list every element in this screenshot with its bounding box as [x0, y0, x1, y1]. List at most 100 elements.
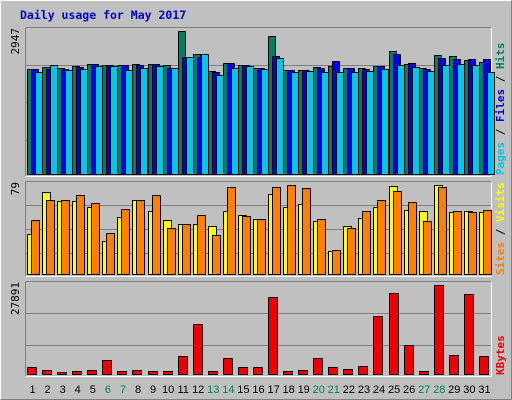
x-tick-day-3: 3: [60, 384, 66, 396]
series-kbytes: [27, 285, 489, 375]
bar-pages-day-20: [321, 72, 329, 175]
bar-pages-day-19: [306, 71, 314, 175]
bar-sites-day-31: [483, 210, 492, 275]
bar-kbytes-day-26: [404, 345, 414, 375]
bar-pages-day-18: [291, 72, 299, 175]
bar-kbytes-day-14: [223, 358, 233, 375]
x-tick-day-30: 30: [463, 384, 475, 396]
x-tick-day-6: 6: [105, 384, 111, 396]
bar-pages-day-21: [336, 72, 344, 175]
bar-pages-day-9: [156, 66, 164, 175]
bar-sites-day-11: [182, 224, 191, 275]
bar-pages-day-6: [110, 66, 118, 175]
bar-kbytes-day-17: [268, 297, 278, 375]
x-tick-day-18: 18: [282, 384, 294, 396]
bar-kbytes-day-12: [193, 324, 203, 375]
y-max-label-kbytes: 27891: [9, 282, 22, 315]
bar-pages-day-5: [95, 66, 103, 175]
bar-kbytes-day-20: [313, 358, 323, 375]
bar-sites-day-26: [408, 202, 417, 275]
series-pages: [35, 54, 495, 175]
bar-sites-day-10: [167, 228, 176, 275]
bar-pages-day-13: [216, 75, 224, 175]
bar-pages-day-16: [261, 69, 269, 175]
x-tick-day-31: 31: [478, 384, 490, 396]
bar-pages-day-2: [50, 65, 58, 175]
bar-kbytes-day-23: [358, 366, 368, 375]
bar-sites-day-8: [136, 200, 145, 275]
bar-sites-day-13: [212, 235, 221, 275]
x-tick-day-2: 2: [45, 384, 51, 396]
panel-hits-files-pages: 2947 Pages / Files / Hits: [9, 27, 507, 177]
bar-pages-day-11: [186, 57, 194, 175]
x-tick-day-25: 25: [388, 384, 400, 396]
legend-entry: Visits: [494, 182, 507, 228]
chart-title: Daily usage for May 2017: [20, 8, 186, 22]
x-tick-day-7: 7: [120, 384, 126, 396]
bar-sites-day-12: [197, 215, 206, 275]
bar-pages-day-29: [457, 64, 465, 175]
bar-pages-day-27: [427, 71, 435, 175]
legend-kbytes: KBytes: [494, 335, 507, 375]
bar-pages-day-26: [412, 67, 420, 175]
bar-sites-day-15: [242, 216, 251, 275]
legend-entry: Hits: [494, 43, 507, 76]
bar-pages-day-15: [246, 66, 254, 175]
x-tick-day-23: 23: [358, 384, 370, 396]
bar-kbytes-day-16: [253, 367, 263, 375]
x-tick-day-8: 8: [135, 384, 141, 396]
legend-visits-sites: Sites / Visits: [494, 182, 507, 275]
bar-kbytes-day-31: [479, 356, 489, 375]
panel-kbytes: 27891 KBytes: [9, 281, 507, 377]
bar-sites-day-20: [317, 219, 326, 275]
bar-sites-day-7: [121, 209, 130, 275]
x-tick-day-9: 9: [150, 384, 156, 396]
bar-pages-day-3: [65, 70, 73, 175]
x-tick-day-14: 14: [222, 384, 234, 396]
bar-kbytes-day-8: [132, 370, 142, 375]
bar-kbytes-day-10: [163, 371, 173, 375]
x-tick-day-1: 1: [29, 384, 35, 396]
legend-entry: Pages: [494, 142, 507, 175]
bar-sites-day-25: [393, 191, 402, 275]
x-tick-day-15: 15: [237, 384, 249, 396]
bar-pages-day-10: [171, 68, 179, 175]
x-tick-day-27: 27: [418, 384, 430, 396]
chart-panels: 2947 Pages / Files / Hits 79 Sites / Visits…: [9, 27, 507, 377]
bar-pages-day-14: [231, 68, 239, 175]
legend-entry: KBytes: [494, 335, 507, 375]
y-max-label-hits-files-pages: 2947: [9, 28, 22, 55]
bar-pages-day-7: [125, 70, 133, 175]
bar-sites-day-9: [152, 195, 161, 275]
bar-sites-day-18: [287, 185, 296, 275]
x-tick-day-21: 21: [328, 384, 340, 396]
bar-kbytes-day-24: [373, 316, 383, 375]
bar-kbytes-day-9: [148, 371, 158, 375]
x-tick-day-22: 22: [343, 384, 355, 396]
plot-area-kbytes: [25, 281, 492, 377]
bar-sites-day-21: [332, 250, 341, 275]
bar-kbytes-day-5: [87, 370, 97, 375]
x-tick-day-10: 10: [162, 384, 174, 396]
x-tick-day-29: 29: [448, 384, 460, 396]
x-tick-day-17: 17: [267, 384, 279, 396]
bar-kbytes-day-4: [72, 371, 82, 375]
legend-entry: /: [494, 228, 507, 242]
bar-sites-day-22: [347, 228, 356, 275]
bar-kbytes-day-15: [238, 367, 248, 375]
bar-sites-day-2: [46, 200, 55, 275]
bar-pages-day-1: [35, 72, 43, 175]
bar-sites-day-19: [302, 188, 311, 275]
bar-sites-day-30: [468, 212, 477, 275]
bar-sites-day-28: [438, 187, 447, 275]
bar-kbytes-day-18: [283, 371, 293, 375]
x-tick-day-13: 13: [207, 384, 219, 396]
x-tick-day-26: 26: [403, 384, 415, 396]
bar-kbytes-day-3: [57, 372, 67, 375]
legend-entry: /: [494, 75, 507, 89]
x-tick-day-4: 4: [75, 384, 81, 396]
bar-pages-day-25: [397, 65, 405, 175]
bar-kbytes-day-11: [178, 356, 188, 375]
bar-sites-day-29: [453, 211, 462, 275]
x-tick-day-11: 11: [177, 384, 188, 396]
